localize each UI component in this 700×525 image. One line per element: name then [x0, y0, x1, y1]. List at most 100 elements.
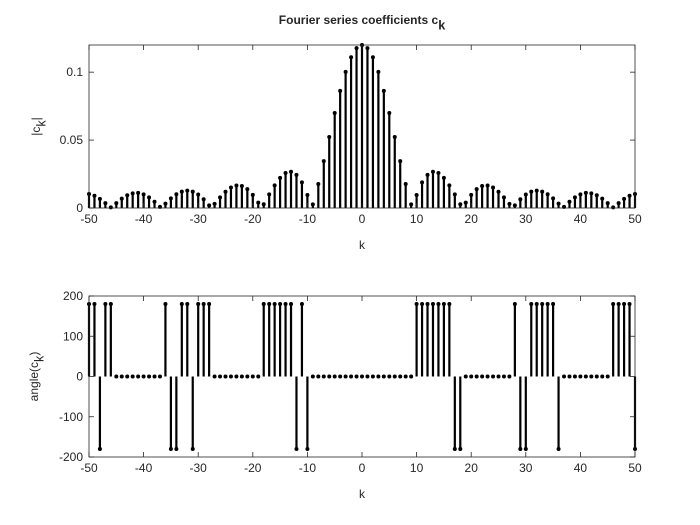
stem-marker — [420, 180, 425, 185]
stem-marker — [551, 196, 556, 201]
stem-marker — [92, 193, 97, 198]
x-tick-label: 40 — [574, 212, 588, 226]
stem-marker — [540, 189, 545, 194]
y-tick-label: 0.05 — [60, 133, 84, 147]
stem-marker — [365, 46, 370, 51]
stem-marker — [245, 374, 250, 379]
x-tick-label: 50 — [628, 212, 642, 226]
stem-marker — [501, 195, 506, 200]
stem-marker — [152, 199, 157, 204]
x-tick-label: -10 — [299, 461, 317, 475]
x-tick-label: 0 — [359, 212, 366, 226]
stem-marker — [207, 203, 212, 208]
stem-marker — [343, 374, 348, 379]
stem-marker — [376, 374, 381, 379]
stem-marker — [567, 199, 572, 204]
stem-marker — [430, 169, 435, 174]
stem-marker — [469, 192, 474, 197]
x-tick-label: 30 — [519, 461, 533, 475]
x-tick-label: 0 — [359, 461, 366, 475]
stem-marker — [458, 446, 463, 451]
stem-marker — [338, 374, 343, 379]
stem-marker — [463, 200, 468, 205]
x-tick-label: 10 — [410, 461, 424, 475]
stem-marker — [523, 446, 528, 451]
stem-marker — [114, 374, 119, 379]
stem-marker — [321, 159, 326, 164]
stem-marker — [376, 69, 381, 74]
x-tick-label: -50 — [80, 212, 98, 226]
stem-marker — [480, 183, 485, 188]
stem-marker — [245, 187, 250, 192]
stem-marker — [436, 302, 441, 307]
stem-marker — [316, 181, 321, 186]
stem-marker — [310, 202, 315, 207]
stem-marker — [627, 302, 632, 307]
stem-marker — [474, 374, 479, 379]
stem-marker — [496, 374, 501, 379]
stem-marker — [141, 374, 146, 379]
stem-marker — [403, 181, 408, 186]
stem-marker — [556, 446, 561, 451]
stem-marker — [529, 302, 534, 307]
stem-marker — [278, 175, 283, 180]
label-after: | — [29, 117, 43, 120]
stem-marker — [190, 446, 195, 451]
x-tick-label: -20 — [244, 461, 262, 475]
stem-marker — [147, 195, 152, 200]
stem-marker — [332, 111, 337, 116]
stem-marker — [327, 134, 332, 139]
stem-marker — [272, 302, 277, 307]
x-tick-label: 10 — [410, 212, 424, 226]
stem-marker — [507, 374, 512, 379]
label-after: ) — [27, 352, 41, 356]
stem-marker — [250, 192, 255, 197]
stem-marker — [605, 201, 610, 206]
stem-marker — [157, 374, 162, 379]
stem-marker — [201, 302, 206, 307]
stem-marker — [201, 197, 206, 202]
label: |ck| — [29, 117, 48, 136]
stem-marker — [572, 195, 577, 200]
stem-marker — [174, 192, 179, 197]
stem-marker — [370, 55, 375, 60]
y-tick-label: -200 — [59, 450, 83, 464]
stem-marker — [196, 192, 201, 197]
stem-marker — [212, 201, 217, 206]
stem-marker — [540, 302, 545, 307]
stem-marker — [414, 192, 419, 197]
stem-marker — [594, 374, 599, 379]
stem-marker — [349, 55, 354, 60]
stem-marker — [436, 170, 441, 175]
stem-marker — [518, 197, 523, 202]
stem-marker — [321, 374, 326, 379]
stem-marker — [185, 302, 190, 307]
stem-marker — [622, 302, 627, 307]
stem-marker — [392, 374, 397, 379]
stem-marker — [163, 201, 168, 206]
stem-marker — [349, 374, 354, 379]
stem-marker — [463, 374, 468, 379]
stem-marker — [283, 170, 288, 175]
stem-marker — [616, 302, 621, 307]
stem-marker — [179, 302, 184, 307]
stem-marker — [239, 183, 244, 188]
stem-marker — [491, 374, 496, 379]
stem-marker — [360, 374, 364, 379]
stem-marker — [556, 201, 561, 206]
stem-marker — [256, 200, 261, 205]
stem-marker — [567, 374, 572, 379]
x-tick-label: 30 — [519, 212, 533, 226]
stem-marker — [338, 88, 343, 93]
x-tick-label: -40 — [135, 212, 153, 226]
stem-marker — [545, 302, 550, 307]
x-tick-label: 20 — [465, 212, 479, 226]
x-tick-label: 40 — [574, 461, 588, 475]
stem-marker — [616, 201, 621, 206]
stem-marker — [589, 191, 594, 196]
stem-marker — [272, 183, 277, 188]
stem-marker — [289, 302, 294, 307]
stem-marker — [223, 189, 228, 194]
stem-marker — [485, 374, 490, 379]
stem-marker — [267, 192, 272, 197]
